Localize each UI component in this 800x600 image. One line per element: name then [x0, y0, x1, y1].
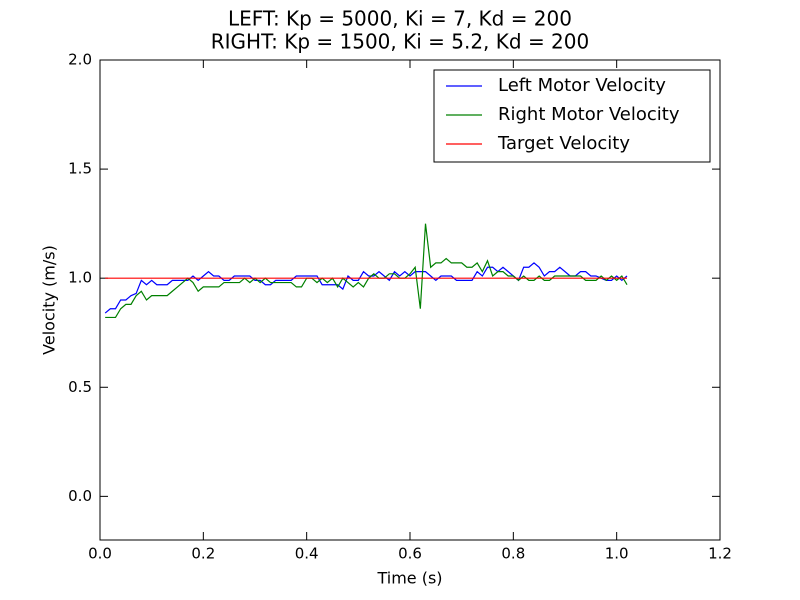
legend-box [433, 69, 711, 163]
data-line [105, 223, 628, 319]
x-tick-label: 0.4 [295, 545, 319, 563]
y-tick-label: 1.0 [68, 269, 92, 287]
plot-frame [99, 59, 721, 541]
x-tick-label: 0.8 [501, 545, 525, 563]
x-tick-label: 0.2 [191, 545, 215, 563]
x-tick-label: 1.0 [605, 545, 629, 563]
y-tick-label: 0.5 [68, 378, 92, 396]
chart-title: RIGHT: Kp = 1500, Ki = 5.2, Kd = 200 [211, 30, 589, 54]
x-tick-label: 0.6 [398, 545, 422, 563]
y-tick-label: 1.5 [68, 160, 92, 178]
y-tick-label: 2.0 [68, 51, 92, 69]
x-axis-label: Time (s) [376, 569, 442, 588]
legend-label: Right Motor Velocity [498, 104, 680, 125]
y-tick-label: 0.0 [68, 487, 92, 505]
y-axis-label: Velocity (m/s) [40, 245, 59, 355]
x-tick-label: 0.0 [88, 545, 112, 563]
legend-label: Left Motor Velocity [498, 75, 666, 96]
data-line [104, 262, 628, 314]
x-tick-label: 1.2 [708, 545, 732, 563]
chart-title: LEFT: Kp = 5000, Ki = 7, Kd = 200 [228, 7, 572, 31]
legend-label: Target Velocity [497, 133, 630, 154]
